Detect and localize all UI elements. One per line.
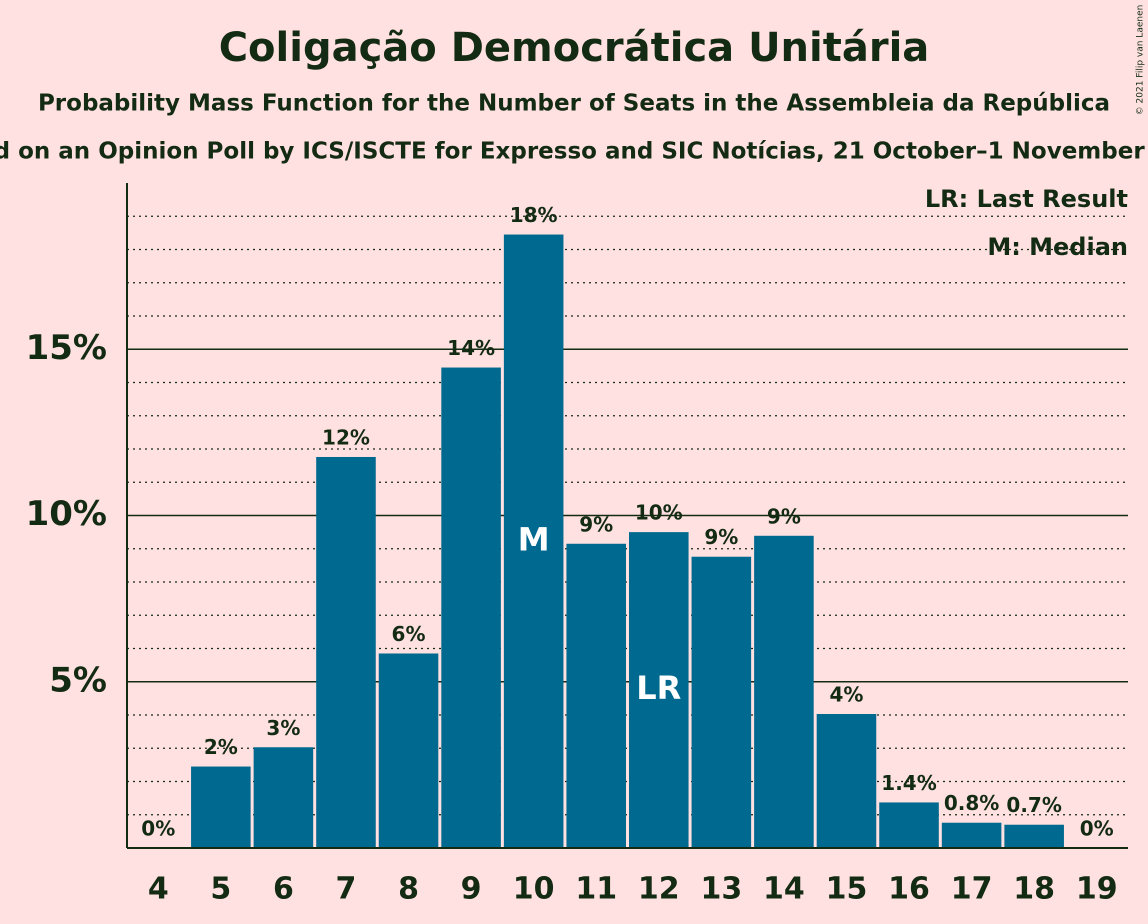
x-tick-label: 17 [951, 872, 993, 907]
x-tick-label: 13 [700, 872, 742, 907]
bar [441, 367, 501, 848]
value-label: 3% [266, 716, 300, 740]
x-tick-label: 11 [575, 872, 617, 907]
bar [503, 234, 564, 849]
x-tick-label: 7 [336, 872, 357, 907]
bar [1004, 824, 1064, 848]
x-tick-label: 12 [638, 872, 680, 907]
value-label: 4% [829, 683, 863, 707]
bar [191, 766, 251, 848]
y-tick-label: 15% [26, 328, 107, 368]
bar [316, 456, 376, 848]
bar [691, 556, 752, 848]
legend-entry: LR: Last Result [925, 185, 1128, 213]
bar [566, 543, 626, 848]
y-tick-label: 10% [26, 494, 107, 534]
value-label: 0% [141, 817, 175, 841]
x-tick-label: 16 [888, 872, 930, 907]
chart-title: Coligação Democrática Unitária [219, 25, 930, 71]
value-label: 0% [1080, 817, 1114, 841]
bar [941, 822, 1002, 848]
value-label: 18% [510, 203, 558, 227]
x-tick-label: 5 [210, 872, 231, 907]
chart-subtitle: Based on an Opinion Poll by ICS/ISCTE fo… [0, 139, 1148, 165]
value-label: 10% [635, 501, 683, 525]
x-tick-label: 10 [513, 872, 555, 907]
x-tick-label: 4 [148, 872, 169, 907]
marker-label: M [518, 520, 550, 558]
x-tick-label: 14 [763, 872, 805, 907]
value-label: 9% [767, 504, 801, 528]
x-tick-label: 19 [1076, 872, 1118, 907]
x-tick-label: 18 [1013, 872, 1055, 907]
bar [253, 747, 314, 848]
x-tick-label: 8 [398, 872, 419, 907]
value-label: 6% [392, 622, 426, 646]
x-tick-label: 6 [273, 872, 294, 907]
marker-label: LR [636, 669, 681, 707]
value-label: 0.7% [1006, 793, 1061, 817]
value-label: 2% [204, 735, 238, 759]
copyright: © 2021 Filip van Laenen [1136, 5, 1146, 116]
legend-entry: M: Median [987, 233, 1128, 261]
x-tick-label: 15 [826, 872, 868, 907]
bar [629, 532, 689, 848]
bar [754, 535, 814, 848]
value-label: 12% [322, 425, 370, 449]
value-label: 9% [704, 525, 738, 549]
bar [816, 714, 877, 848]
x-tick-label: 9 [461, 872, 482, 907]
y-tick-label: 5% [49, 660, 107, 700]
bar [879, 802, 939, 848]
value-label: 1.4% [881, 771, 936, 795]
chart-subtitle: Probability Mass Function for the Number… [38, 91, 1110, 117]
value-label: 0.8% [944, 791, 999, 815]
value-label: 14% [447, 336, 495, 360]
value-label: 9% [579, 512, 613, 536]
bar [378, 653, 439, 848]
